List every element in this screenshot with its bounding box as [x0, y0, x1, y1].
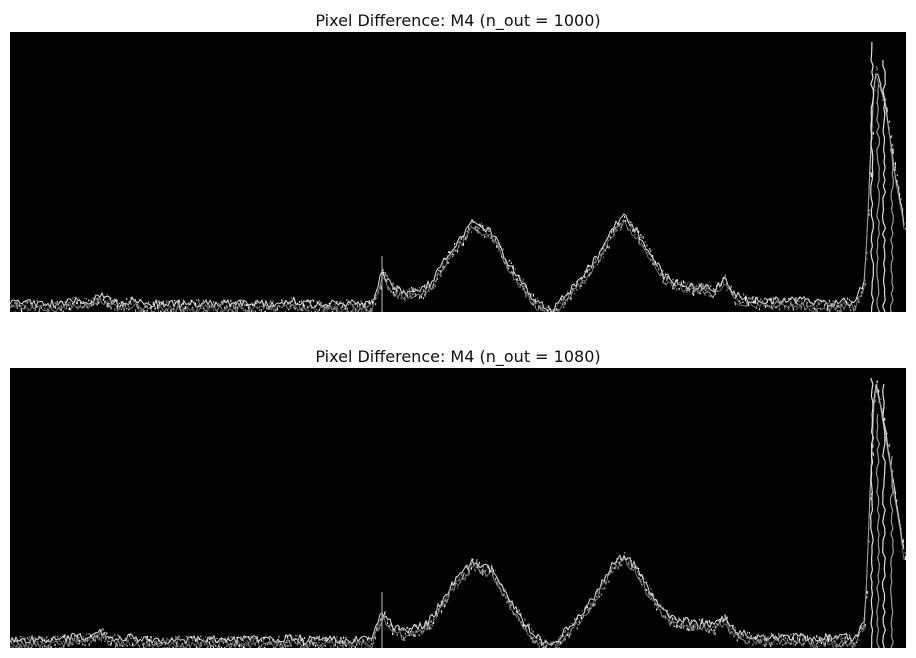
- difference-trace: [10, 74, 905, 312]
- intensity-spike: [876, 83, 881, 312]
- intensity-spike: [870, 41, 875, 312]
- trace-layer: [10, 377, 905, 648]
- difference-trace: [10, 384, 905, 646]
- difference-trace: [10, 386, 905, 648]
- panel-title: Pixel Difference: M4 (n_out = 1080): [315, 347, 601, 366]
- difference-image: [10, 32, 906, 312]
- intensity-spike: [889, 455, 895, 648]
- trace-layer: [10, 41, 905, 312]
- intensity-spike: [869, 377, 875, 648]
- image-background: [10, 32, 906, 312]
- image-background: [10, 368, 906, 648]
- intensity-spike: [889, 143, 895, 312]
- difference-trace: [10, 73, 905, 312]
- panel-title: Pixel Difference: M4 (n_out = 1000): [315, 11, 601, 30]
- intensity-spike: [875, 413, 881, 648]
- difference-image: [10, 368, 906, 648]
- intensity-spike: [881, 383, 886, 648]
- intensity-spike: [881, 59, 887, 312]
